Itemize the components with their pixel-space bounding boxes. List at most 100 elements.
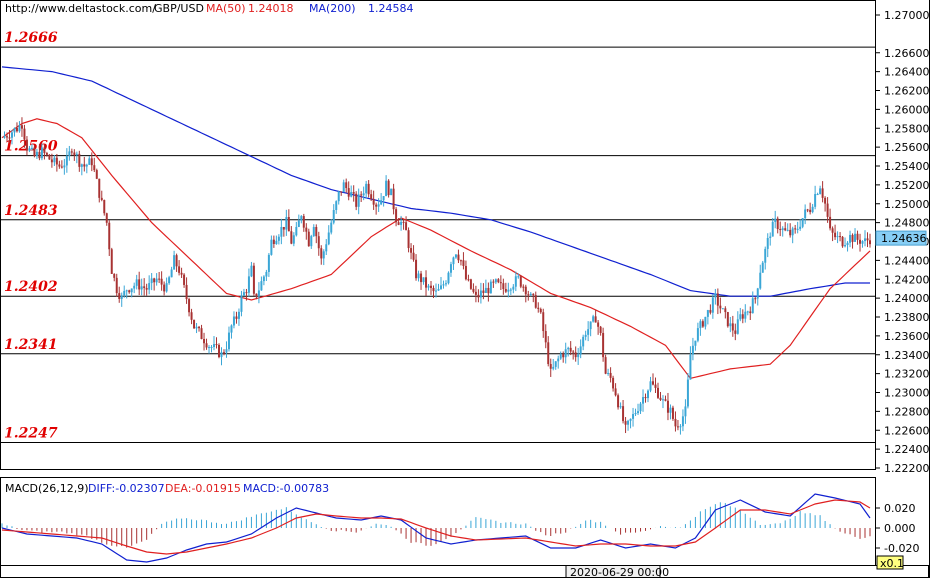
candle-body [484, 287, 487, 294]
candle-body [170, 269, 173, 278]
candle-body [173, 255, 176, 270]
candle-body [691, 345, 694, 355]
candle-body [647, 390, 650, 399]
price-tick-label: 1.23800 [884, 311, 930, 324]
macd-dea-line [1, 499, 871, 555]
candle-body [272, 239, 275, 245]
candle-body [237, 311, 240, 319]
candle-body [806, 209, 809, 211]
price-tick-label: 1.25800 [884, 122, 930, 135]
candle-body [80, 164, 83, 167]
candle-body [95, 170, 98, 179]
price-tick-label: 1.25400 [884, 160, 930, 173]
candle-body [567, 347, 570, 350]
candle-body [325, 244, 328, 252]
candle-body [624, 421, 627, 425]
candle-body [851, 234, 854, 242]
candle-body [362, 193, 365, 196]
candle-body [213, 344, 216, 347]
candle-body [425, 277, 428, 288]
candle-body [764, 248, 767, 263]
candle-body [529, 293, 532, 296]
candle-body [302, 216, 305, 228]
candle-body [474, 291, 477, 295]
candle-body [60, 166, 63, 168]
macd-diff-line [1, 493, 871, 563]
candle-body [452, 257, 455, 265]
candle-body [310, 236, 313, 247]
candle-body [544, 331, 547, 343]
candle-body [155, 278, 158, 283]
candle-body [542, 312, 545, 332]
candle-body [242, 292, 245, 296]
candle-body [729, 323, 732, 327]
candle-body [285, 217, 288, 230]
candle-body [270, 239, 273, 255]
candle-body [427, 285, 430, 288]
candle-body [819, 188, 822, 195]
candle-body [517, 276, 520, 278]
zoom-value: x0.1 [880, 557, 904, 570]
candle-body [726, 312, 729, 327]
candle-body [33, 147, 36, 157]
candle-body [577, 354, 580, 358]
candle-body [781, 228, 784, 231]
candle-body [622, 406, 625, 422]
candle-body [454, 254, 457, 258]
price-tick-label: 1.22200 [884, 462, 930, 475]
candle-body [227, 332, 230, 350]
candle-body [13, 128, 16, 133]
price-tick-label: 1.23200 [884, 368, 930, 381]
candle-body [791, 228, 794, 236]
candle-body [664, 399, 667, 401]
candle-body [300, 216, 303, 221]
candle-body [3, 136, 6, 138]
candle-body [721, 308, 724, 310]
candle-body [532, 293, 535, 296]
candle-body [287, 217, 290, 232]
candle-body [245, 292, 248, 294]
ma200-label: MA(200) [309, 2, 356, 15]
candle-body [459, 260, 462, 262]
candle-body [130, 288, 133, 293]
candle-body [148, 283, 151, 290]
current-price-value: 1.24636 [881, 232, 927, 245]
candle-body [103, 200, 106, 214]
candle-body [859, 239, 862, 244]
candle-body [442, 284, 445, 286]
candle-body [220, 352, 223, 358]
candle-body [472, 288, 475, 292]
candle-body [352, 192, 355, 194]
price-tick-label: 1.22800 [884, 405, 930, 418]
candle-body [449, 264, 452, 273]
candle-body [574, 352, 577, 358]
candle-body [502, 283, 505, 290]
candle-body [829, 216, 832, 229]
candle-body [597, 322, 600, 327]
candle-body [145, 287, 148, 290]
candle-body [410, 248, 413, 253]
zoom-badge[interactable] [876, 555, 904, 570]
candle-body [589, 321, 592, 330]
candle-body [634, 413, 637, 415]
candle-body [587, 329, 590, 335]
candle-body [744, 311, 747, 319]
candle-body [407, 230, 410, 249]
candle-body [337, 191, 340, 202]
candle-body [165, 283, 168, 292]
candle-body [464, 265, 467, 280]
candle-body [163, 284, 166, 292]
candle-body [731, 323, 734, 331]
candle-body [562, 353, 565, 358]
candle-body [439, 285, 442, 289]
candle-body [83, 164, 86, 167]
candle-body [98, 178, 101, 198]
candle-body [719, 305, 722, 309]
candle-body [43, 147, 46, 154]
candle-body [524, 286, 527, 295]
candle-body [397, 222, 400, 225]
candle-body [205, 343, 208, 348]
candle-body [844, 245, 847, 247]
candle-body [652, 381, 654, 385]
